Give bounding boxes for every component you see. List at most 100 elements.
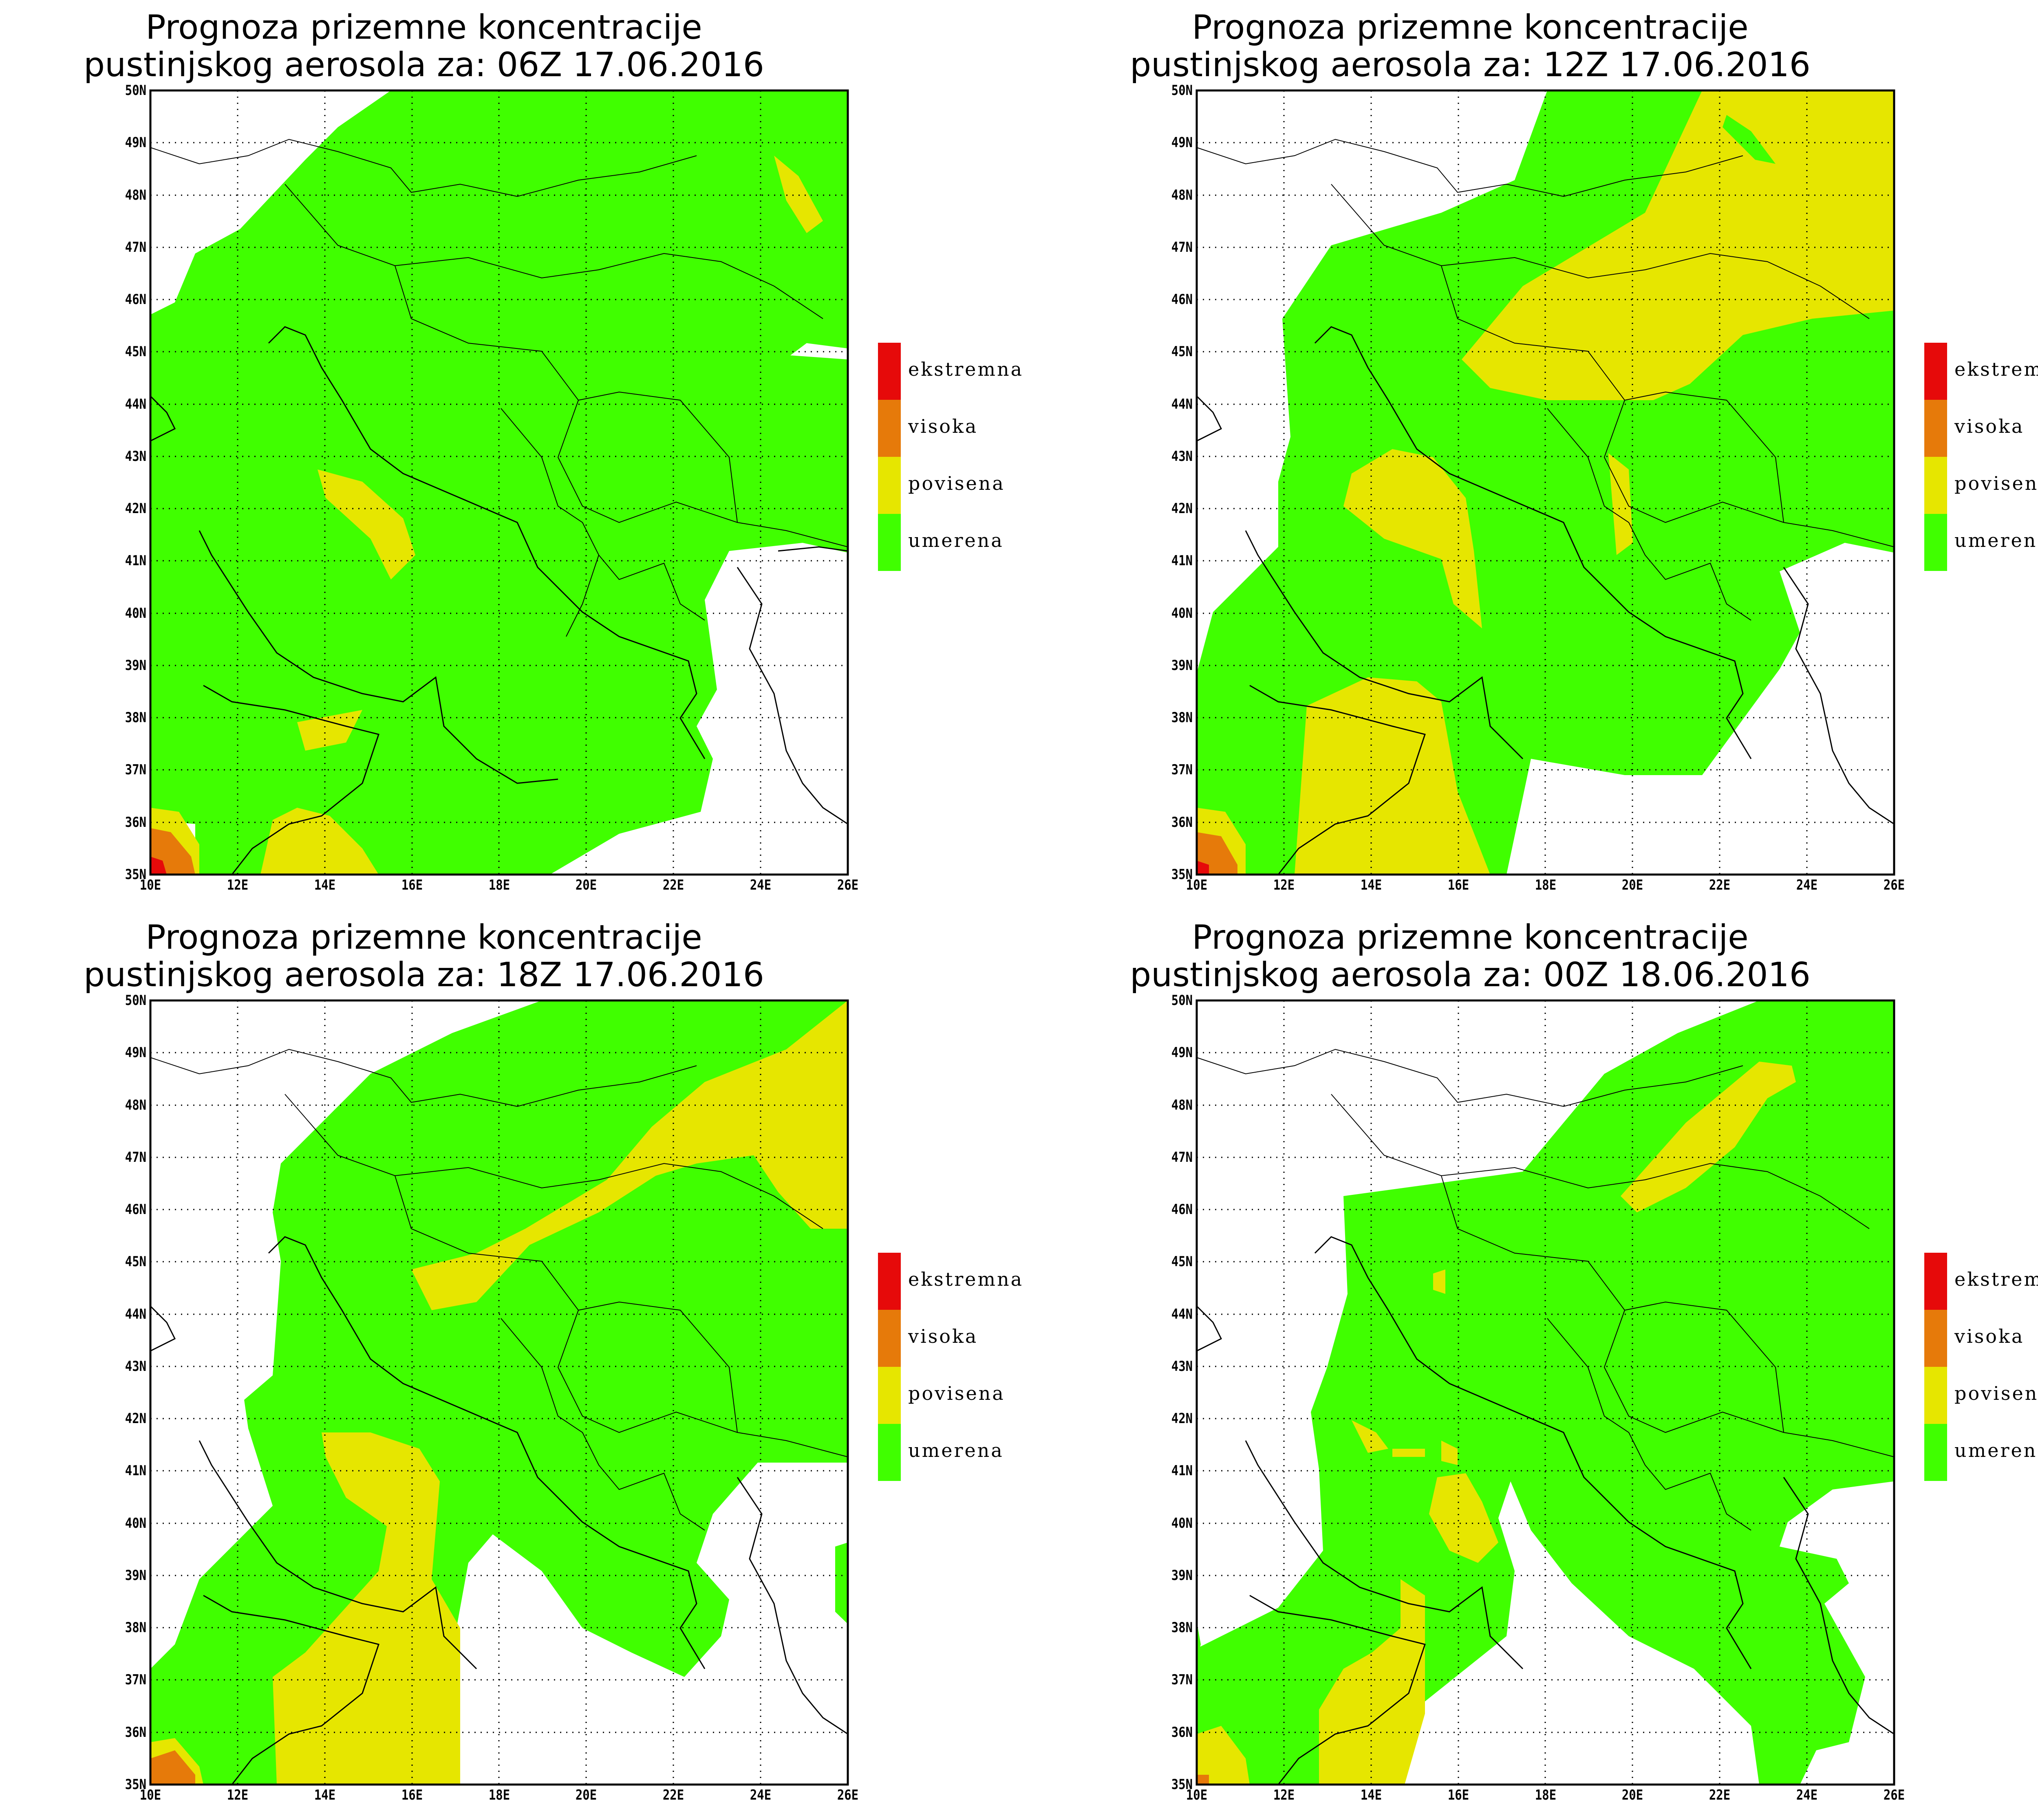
legend-item-visoka: visoka — [1924, 400, 2038, 457]
lat-tick-label: 42N — [125, 500, 146, 517]
povisena-area — [1197, 1726, 1250, 1785]
lat-tick-label: 49N — [1171, 134, 1193, 151]
lat-tick-label: 38N — [125, 1619, 146, 1636]
title-line-2: pustinjskog aerosola za: 18Z 17.06.2016 — [84, 956, 764, 994]
legend-label: visoka — [1954, 1325, 2025, 1347]
lon-tick-label: 16E — [1447, 877, 1469, 893]
lat-lon-grid — [150, 1000, 848, 1785]
lat-tick-label: 41N — [1171, 1463, 1193, 1479]
lon-tick-label: 14E — [314, 1787, 335, 1803]
lat-tick-label: 47N — [1171, 239, 1193, 256]
lat-tick-label: 44N — [125, 1306, 146, 1322]
lon-tick-label: 14E — [1360, 1787, 1382, 1803]
lon-tick-label: 12E — [1273, 1787, 1295, 1803]
lat-tick-label: 43N — [1171, 448, 1193, 465]
legend-item-umerena: umerena — [878, 514, 1049, 571]
title-line-1: Prognoza prizemne koncentracije — [1192, 8, 1749, 47]
lon-tick-label: 24E — [750, 1787, 772, 1803]
map-frame — [1195, 89, 1895, 876]
lat-tick-label: 36N — [125, 814, 146, 831]
coastlines — [150, 326, 848, 875]
legend-label: visoka — [1954, 415, 2025, 437]
legend-item-umerena: umerena — [1924, 1424, 2038, 1481]
lon-tick-label: 26E — [837, 1787, 859, 1803]
lat-lon-grid — [1197, 1000, 1894, 1785]
lon-tick-label: 20E — [1622, 877, 1643, 893]
legend-item-umerena: umerena — [878, 1424, 1049, 1481]
lat-tick-label: 41N — [125, 553, 146, 569]
lon-tick-label: 26E — [1883, 877, 1905, 893]
legend-swatch — [878, 400, 901, 457]
povisena-area — [1462, 90, 1894, 400]
lat-tick-label: 40N — [1171, 1515, 1193, 1531]
lat-tick-label: 36N — [1171, 1724, 1193, 1741]
legend-item-ekstremna: ekstremna — [1924, 343, 2038, 400]
lat-tick-label: 46N — [1171, 1201, 1193, 1218]
povisena-area — [411, 1000, 848, 1310]
legend-label: visoka — [908, 415, 978, 437]
lat-tick-label: 37N — [1171, 762, 1193, 778]
lat-tick-label: 47N — [125, 239, 146, 256]
lat-tick-label: 48N — [1171, 1097, 1193, 1113]
lat-tick-label: 39N — [125, 1567, 146, 1584]
povisena-area — [1429, 1473, 1498, 1563]
povisena-area — [1295, 677, 1490, 875]
lat-tick-label: 44N — [1171, 1306, 1193, 1322]
lon-tick-label: 20E — [1622, 1787, 1643, 1803]
lon-tick-label: 14E — [314, 877, 335, 893]
legend-item-povisena: povisena — [1924, 1367, 2038, 1424]
coastlines — [150, 1236, 848, 1785]
title-line-2: pustinjskog aerosola za: 06Z 17.06.2016 — [84, 46, 764, 84]
lat-tick-label: 50N — [125, 992, 146, 1009]
povisena-area — [1608, 453, 1633, 555]
legend-swatch — [878, 457, 901, 514]
title-line-2: pustinjskog aerosola za: 00Z 18.06.2016 — [1130, 956, 1811, 994]
lon-tick-label: 20E — [576, 877, 597, 893]
lon-tick-label: 10E — [139, 1787, 161, 1803]
country-borders — [1196, 1049, 1895, 1531]
lat-tick-label: 37N — [125, 762, 146, 778]
lon-tick-label: 26E — [1883, 1787, 1905, 1803]
lat-tick-label: 46N — [1171, 291, 1193, 308]
panel-title: Prognoza prizemne koncentracije pustinjs… — [0, 9, 848, 84]
lon-tick-label: 12E — [227, 1787, 248, 1803]
lat-lon-grid — [237, 90, 761, 875]
lon-tick-label: 24E — [750, 877, 772, 893]
lon-tick-label: 16E — [1447, 1787, 1469, 1803]
legend-item-ekstremna: ekstremna — [1924, 1253, 2038, 1310]
legend-item-povisena: povisena — [878, 1367, 1049, 1424]
forecast-map — [1195, 999, 1895, 1786]
lat-tick-label: 35N — [1171, 1776, 1193, 1793]
title-line-2: pustinjskog aerosola za: 12Z 17.06.2016 — [1130, 46, 1811, 84]
lon-tick-label: 10E — [139, 877, 161, 893]
lat-tick-label: 40N — [1171, 605, 1193, 621]
legend-swatch — [1924, 343, 1947, 400]
lon-tick-label: 24E — [1796, 1787, 1818, 1803]
ekstremna-area — [1197, 861, 1209, 875]
legend-label: umerena — [908, 529, 1004, 551]
legend-item-visoka: visoka — [878, 400, 1049, 457]
povisena-area — [297, 710, 362, 751]
legend-label: umerena — [1954, 529, 2038, 551]
coastlines — [1196, 1236, 1895, 1785]
povisena-area — [1433, 1269, 1445, 1294]
legend-label: povisena — [1954, 472, 2038, 494]
legend-item-povisena: povisena — [878, 457, 1049, 514]
lat-tick-label: 47N — [1171, 1149, 1193, 1166]
povisena-area — [318, 469, 415, 579]
forecast-panel-00z: Prognoza prizemne koncentracije pustinjs… — [1046, 910, 2038, 1820]
lon-tick-label: 22E — [1709, 877, 1731, 893]
lon-tick-label: 12E — [1273, 877, 1295, 893]
lat-tick-label: 45N — [1171, 1254, 1193, 1270]
lat-tick-label: 35N — [125, 866, 146, 883]
legend-item-povisena: povisena — [1924, 457, 2038, 514]
legend-swatch — [1924, 457, 1947, 514]
lat-tick-label: 47N — [125, 1149, 146, 1166]
lat-tick-label: 48N — [125, 187, 146, 203]
visoka-area — [150, 1750, 195, 1785]
lon-tick-label: 12E — [227, 877, 248, 893]
lat-tick-label: 46N — [125, 291, 146, 308]
lon-tick-label: 16E — [401, 877, 423, 893]
map-frame — [149, 89, 849, 876]
legend-item-ekstremna: ekstremna — [878, 343, 1049, 400]
